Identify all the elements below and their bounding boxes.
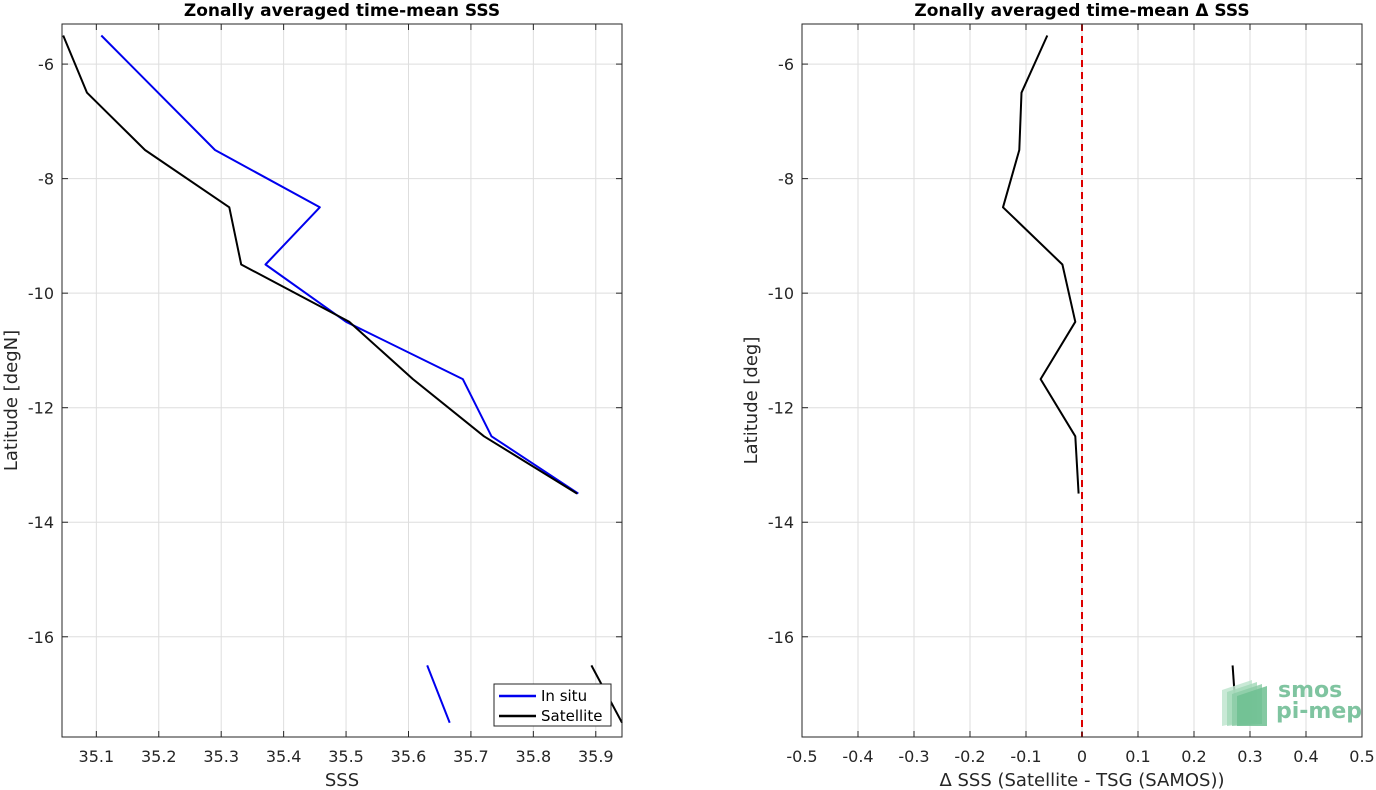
x-tick-label: 35.1 (79, 747, 115, 766)
series-in-situ (100, 34, 579, 724)
x-tick-label: 0 (1077, 747, 1087, 766)
x-tick-label: 35.5 (328, 747, 364, 766)
chart-title: Zonally averaged time-mean SSS (184, 1, 500, 21)
series-line (1002, 35, 1080, 494)
y-axis-label: Latitude [deg] (741, 337, 762, 465)
x-tick-label: -0.1 (1010, 747, 1041, 766)
x-tick-label: 35.2 (141, 747, 177, 766)
series-line (100, 34, 579, 495)
y-tick-label: -16 (768, 628, 794, 647)
logo-line2: pi-mep (1276, 699, 1362, 724)
y-tick-label: -14 (768, 513, 794, 532)
legend-box (493, 683, 612, 727)
x-axis-label: Δ SSS (Satellite - TSG (SAMOS)) (939, 770, 1224, 790)
x-tick-label: 0.4 (1293, 747, 1318, 766)
y-tick-label: -6 (778, 55, 794, 74)
y-tick-label: -10 (768, 284, 794, 303)
x-tick-label: 35.9 (578, 747, 614, 766)
ticks: -0.5 -0.4 -0.3 -0.2 -0.1 0 0.1 0.2 0.3 0.4 0.5 -6 -8… (768, 24, 1375, 766)
x-tick-label: 35.4 (266, 747, 302, 766)
x-tick-label: -0.5 (786, 747, 817, 766)
y-tick-label: -8 (38, 170, 54, 189)
x-axis-label: SSS (325, 770, 359, 790)
x-tick-label: -0.3 (898, 747, 929, 766)
series-line (426, 665, 451, 724)
x-tick-label: 35.7 (453, 747, 489, 766)
series-line (62, 35, 578, 495)
y-axis-label: Latitude [degN] (1, 330, 22, 471)
logo-line1: smos (1278, 678, 1342, 703)
y-tick-label: -6 (38, 55, 54, 74)
legend: In situ Satellite (493, 683, 612, 727)
x-tick-label: 0.5 (1349, 747, 1374, 766)
x-tick-label: -0.2 (954, 747, 985, 766)
right-panel: -0.5 -0.4 -0.3 -0.2 -0.1 0 0.1 0.2 0.3 0.4 0.5 -6 -8… (741, 1, 1375, 790)
x-tick-label: 35.6 (391, 747, 427, 766)
x-tick-label: -0.4 (842, 747, 873, 766)
logo-layer (1237, 686, 1267, 726)
y-tick-label: -16 (28, 628, 54, 647)
x-tick-label: 0.3 (1237, 747, 1262, 766)
y-tick-label: -12 (768, 399, 794, 418)
chart-title: Zonally averaged time-mean Δ SSS (914, 1, 1249, 21)
y-tick-label: -14 (28, 513, 54, 532)
legend-entry: In situ (541, 687, 587, 705)
axes-box (61, 23, 623, 738)
y-tick-label: -10 (28, 284, 54, 303)
grid (62, 24, 622, 737)
x-tick-label: 35.3 (203, 747, 239, 766)
left-panel: 35.1 35.2 35.3 35.4 35.5 35.6 35.7 35.8 35.9 -6 -8… (1, 1, 623, 790)
legend-entry: Satellite (541, 707, 602, 725)
ticks: 35.1 35.2 35.3 35.4 35.5 35.6 35.7 35.8 35.9 -6 -8… (28, 24, 622, 766)
x-tick-label: 0.2 (1181, 747, 1206, 766)
y-tick-label: -12 (28, 399, 54, 418)
y-tick-label: -8 (778, 170, 794, 189)
x-tick-label: 0.1 (1125, 747, 1150, 766)
x-tick-label: 35.8 (516, 747, 552, 766)
